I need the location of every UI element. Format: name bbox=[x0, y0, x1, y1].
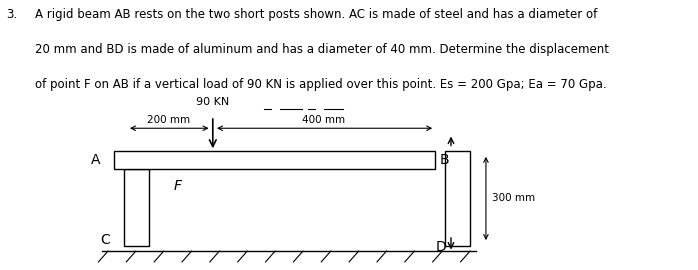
Bar bbox=[114, 151, 435, 169]
Bar bbox=[124, 169, 149, 246]
Bar bbox=[445, 151, 470, 246]
Text: D: D bbox=[436, 240, 447, 254]
Text: F: F bbox=[174, 179, 182, 193]
Text: 3.: 3. bbox=[6, 8, 17, 21]
Text: 200 mm: 200 mm bbox=[147, 115, 190, 125]
Text: 90 KN: 90 KN bbox=[196, 97, 230, 107]
Text: B: B bbox=[440, 153, 450, 167]
Text: A: A bbox=[91, 153, 100, 167]
Text: 400 mm: 400 mm bbox=[302, 115, 346, 125]
Text: of point F on AB if a vertical load of 90 KN is applied over this point. Es = 20: of point F on AB if a vertical load of 9… bbox=[35, 78, 607, 91]
Text: C: C bbox=[100, 233, 110, 247]
Text: A rigid beam AB rests on the two short posts shown. AC is made of steel and has : A rigid beam AB rests on the two short p… bbox=[35, 8, 597, 21]
Text: 300 mm: 300 mm bbox=[492, 193, 535, 204]
Text: 20 mm and BD is made of aluminum and has a diameter of 40 mm. Determine the disp: 20 mm and BD is made of aluminum and has… bbox=[35, 43, 609, 56]
